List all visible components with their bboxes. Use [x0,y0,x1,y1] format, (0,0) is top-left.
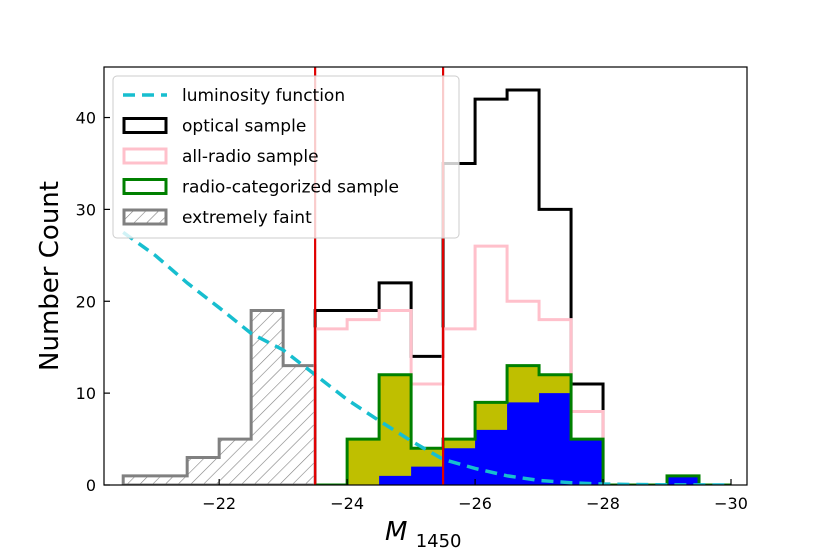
y-tick-label: 10 [76,384,96,403]
y-tick-label: 0 [86,476,96,495]
x-tick-label: −28 [586,494,620,513]
radio-categorized-subclass-fill [315,393,732,485]
x-axis-title-subscript: 1450 [416,531,462,552]
x-tick-label: −26 [458,494,492,513]
plot-frame [103,66,748,486]
legend-label-all-radio-sample: all-radio sample [182,147,319,167]
all-radio-sample-histogram [313,244,605,485]
x-tick-label: −30 [714,494,748,513]
legend: luminosity function optical sample all-rad… [112,75,460,239]
x-axis-title-main: M [385,517,407,547]
legend-swatch-all-radio-sample [122,147,168,165]
legend-label-luminosity-function: luminosity function [182,86,345,106]
y-axis-title: Number Count [35,181,65,371]
legend-swatch-optical-sample [122,117,168,134]
y-tick-label: 30 [76,200,96,219]
legend-box [112,75,460,239]
legend-label-optical-sample: optical sample [182,117,306,137]
y-tick-label: 20 [76,292,96,311]
extremely-faint-histogram [121,308,317,485]
legend-swatch-extremely-faint [122,208,168,226]
legend-label-extremely-faint: extremely faint [182,208,312,228]
x-axis-title: M 1450 [385,517,462,552]
legend-swatch-radio-categorized-sample [122,178,168,195]
x-tick-label: −22 [202,494,236,513]
x-tick-label: −24 [330,494,364,513]
y-tick-label: 40 [76,109,96,128]
legend-label-radio-categorized-sample: radio-categorized sample [182,178,399,198]
radio-categorized-outline [315,364,732,485]
